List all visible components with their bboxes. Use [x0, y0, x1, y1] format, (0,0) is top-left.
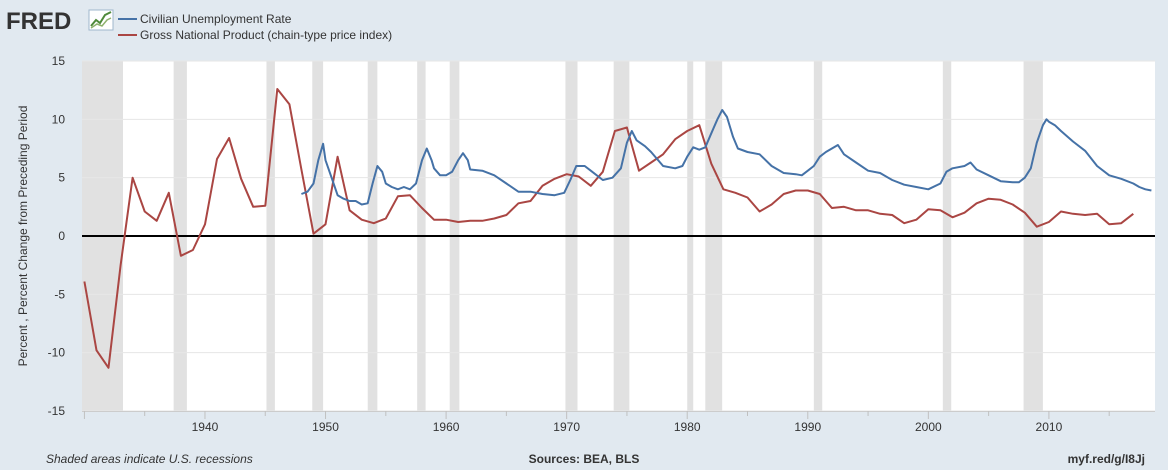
y-axis: -15 -10 -5 0 5 10 15 [48, 54, 66, 418]
recession-note: Shaded areas indicate U.S. recessions [46, 452, 253, 466]
x-tick-label-1940: 1940 [192, 420, 219, 434]
x-tick-label-2000: 2000 [915, 420, 942, 434]
fred-logo[interactable]: FRED [6, 8, 114, 35]
short-link[interactable]: myf.red/g/I8Jj [1068, 452, 1145, 466]
fred-logo-text: FRED [6, 8, 71, 35]
y-tick-label--15: -15 [48, 404, 66, 418]
y-tick-label--10: -10 [48, 346, 66, 360]
y-tick-label-0: 0 [58, 229, 65, 243]
x-tick-label-1990: 1990 [794, 420, 821, 434]
fred-logo-chart-icon [88, 9, 114, 31]
series-line-gnp [83, 88, 1134, 369]
x-tick-label-1970: 1970 [553, 420, 580, 434]
y-tick-label-10: 10 [52, 112, 66, 126]
legend-label-unemployment: Civilian Unemployment Rate [140, 12, 292, 26]
y-tick-label--5: -5 [54, 287, 65, 301]
legend: Civilian Unemployment Rate Gross Nationa… [118, 12, 392, 42]
x-axis: 1940 1950 1960 1970 1980 1990 2000 2010 [82, 411, 1155, 434]
legend-item-gnp[interactable]: Gross National Product (chain-type price… [118, 28, 392, 42]
y-axis-label: Percent , Percent Change from Preceding … [16, 106, 30, 367]
legend-label-gnp: Gross National Product (chain-type price… [140, 28, 392, 42]
x-tick-label-1960: 1960 [433, 420, 460, 434]
y-tick-label-15: 15 [52, 54, 66, 68]
series-line-unemployment [301, 109, 1152, 206]
x-tick-label-1950: 1950 [312, 420, 339, 434]
x-tick-label-1980: 1980 [674, 420, 701, 434]
y-tick-label-5: 5 [58, 171, 65, 185]
sources-text: Sources: BEA, BLS [529, 452, 640, 466]
legend-item-unemployment[interactable]: Civilian Unemployment Rate [118, 12, 292, 26]
x-tick-label-2010: 2010 [1036, 420, 1063, 434]
